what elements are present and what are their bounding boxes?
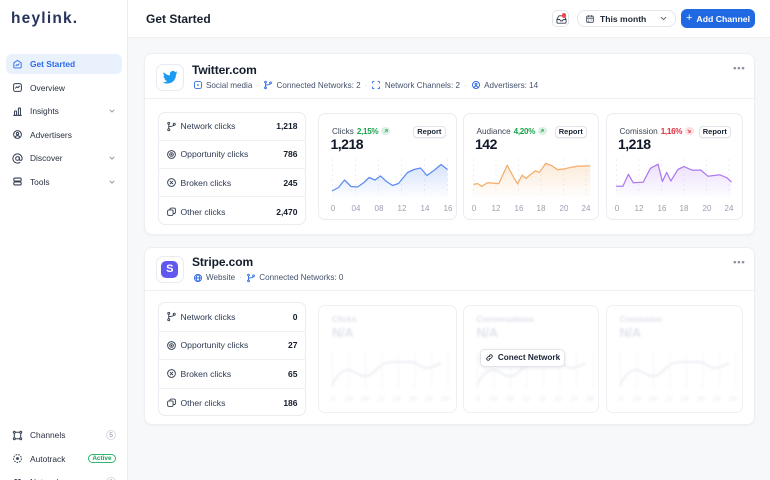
svg-text:24: 24: [570, 396, 578, 403]
svg-text:18: 18: [536, 204, 545, 213]
svg-text:16: 16: [538, 396, 546, 403]
svg-text:28: 28: [586, 396, 594, 403]
svg-text:12: 12: [377, 396, 385, 403]
svg-text:0: 0: [331, 396, 335, 403]
svg-text:24: 24: [713, 396, 721, 403]
svg-text:16: 16: [444, 204, 453, 213]
svg-text:24: 24: [425, 396, 433, 403]
svg-text:08: 08: [375, 204, 384, 213]
svg-text:12: 12: [491, 204, 500, 213]
svg-text:28: 28: [729, 396, 737, 403]
svg-text:24: 24: [724, 204, 733, 213]
svg-text:18: 18: [679, 204, 688, 213]
svg-text:14: 14: [421, 204, 430, 213]
svg-text:12: 12: [634, 204, 643, 213]
svg-text:04: 04: [352, 204, 361, 213]
svg-text:0: 0: [614, 204, 619, 213]
svg-text:20: 20: [702, 204, 711, 213]
svg-text:16: 16: [393, 396, 401, 403]
svg-text:08: 08: [649, 396, 657, 403]
svg-text:04: 04: [345, 396, 353, 403]
svg-text:20: 20: [554, 396, 562, 403]
svg-text:04: 04: [633, 396, 641, 403]
svg-text:0: 0: [471, 204, 476, 213]
svg-text:16: 16: [657, 204, 666, 213]
svg-text:04: 04: [490, 396, 498, 403]
svg-text:20: 20: [559, 204, 568, 213]
svg-text:0: 0: [331, 204, 336, 213]
svg-text:12: 12: [665, 396, 673, 403]
svg-text:20: 20: [409, 396, 417, 403]
svg-text:24: 24: [581, 204, 590, 213]
svg-text:08: 08: [361, 396, 369, 403]
svg-text:28: 28: [441, 396, 449, 403]
svg-text:12: 12: [398, 204, 407, 213]
svg-text:16: 16: [514, 204, 523, 213]
svg-text:0: 0: [619, 396, 623, 403]
svg-text:16: 16: [681, 396, 689, 403]
svg-text:0: 0: [476, 396, 480, 403]
svg-text:12: 12: [522, 396, 530, 403]
svg-text:08: 08: [506, 396, 514, 403]
svg-text:20: 20: [697, 396, 705, 403]
